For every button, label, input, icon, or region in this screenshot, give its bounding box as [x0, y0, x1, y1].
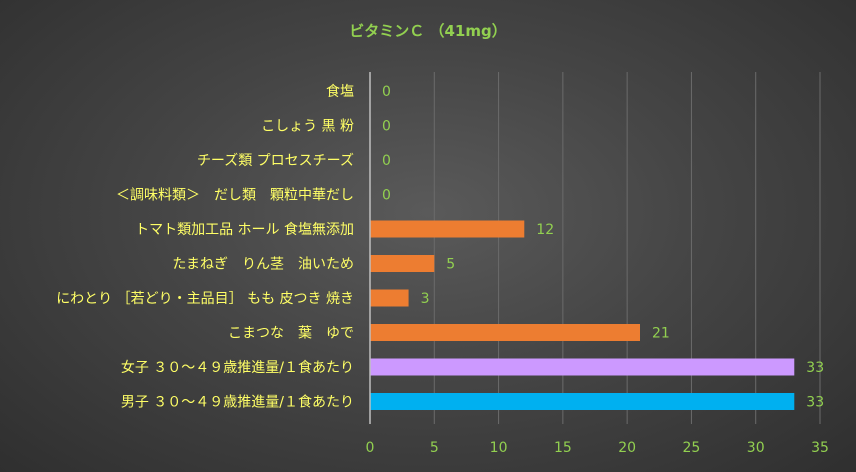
- x-tick-label-15: 15: [554, 440, 572, 456]
- category-label-2: チーズ類 プロセスチーズ: [197, 153, 354, 169]
- category-label-4: トマト類加工品 ホール 食塩無添加: [135, 221, 354, 238]
- value-labels: 0 0 0 0 12 5 3 21 33 33: [382, 84, 824, 411]
- value-label-8: 33: [806, 360, 824, 376]
- x-tick-label-10: 10: [490, 440, 508, 456]
- x-tick-label-20: 20: [618, 440, 636, 456]
- category-label-9: 男子 ３０～４９歳推進量/１食あたり: [121, 394, 354, 411]
- bar-4: [370, 220, 525, 238]
- x-tick-label-35: 35: [811, 440, 829, 456]
- value-label-5: 5: [446, 257, 455, 273]
- category-label-3: ＜調味料類＞ だし類 顆粒中華だし: [116, 188, 354, 204]
- category-label-6: にわとり ［若どり・主品目］ もも 皮つき 焼き: [56, 291, 354, 307]
- x-tick-label-30: 30: [747, 440, 765, 456]
- category-label-1: こしょう 黒 粉: [261, 119, 354, 135]
- gridlines: [433, 72, 821, 424]
- category-label-8: 女子 ３０～４９歳推進量/１食あたり: [121, 359, 354, 376]
- value-label-2: 0: [382, 153, 391, 169]
- category-label-7: こまつな 葉 ゆで: [228, 326, 354, 342]
- x-tick-labels: 0 5 10 15 20 25 30 35: [366, 440, 829, 456]
- chart-title: ビタミンＣ （41mg）: [349, 22, 506, 40]
- bar-6: [370, 289, 409, 307]
- category-label-5: たまねぎ りん茎 油いため: [172, 257, 354, 273]
- x-tick-label-25: 25: [683, 440, 701, 456]
- value-label-1: 0: [382, 119, 391, 135]
- bar-9: [370, 393, 795, 410]
- value-label-9: 33: [806, 395, 824, 411]
- bar-8: [370, 358, 795, 376]
- bars: [370, 220, 795, 410]
- x-tick-label-5: 5: [430, 440, 439, 456]
- value-label-0: 0: [382, 84, 391, 100]
- value-label-6: 3: [421, 291, 430, 307]
- bar-5: [370, 255, 435, 272]
- value-label-4: 12: [536, 222, 554, 238]
- bar-7: [370, 324, 640, 341]
- x-tick-label-0: 0: [366, 440, 375, 456]
- category-label-0: 食塩: [326, 83, 354, 100]
- value-label-7: 21: [652, 326, 670, 342]
- value-label-3: 0: [382, 188, 391, 204]
